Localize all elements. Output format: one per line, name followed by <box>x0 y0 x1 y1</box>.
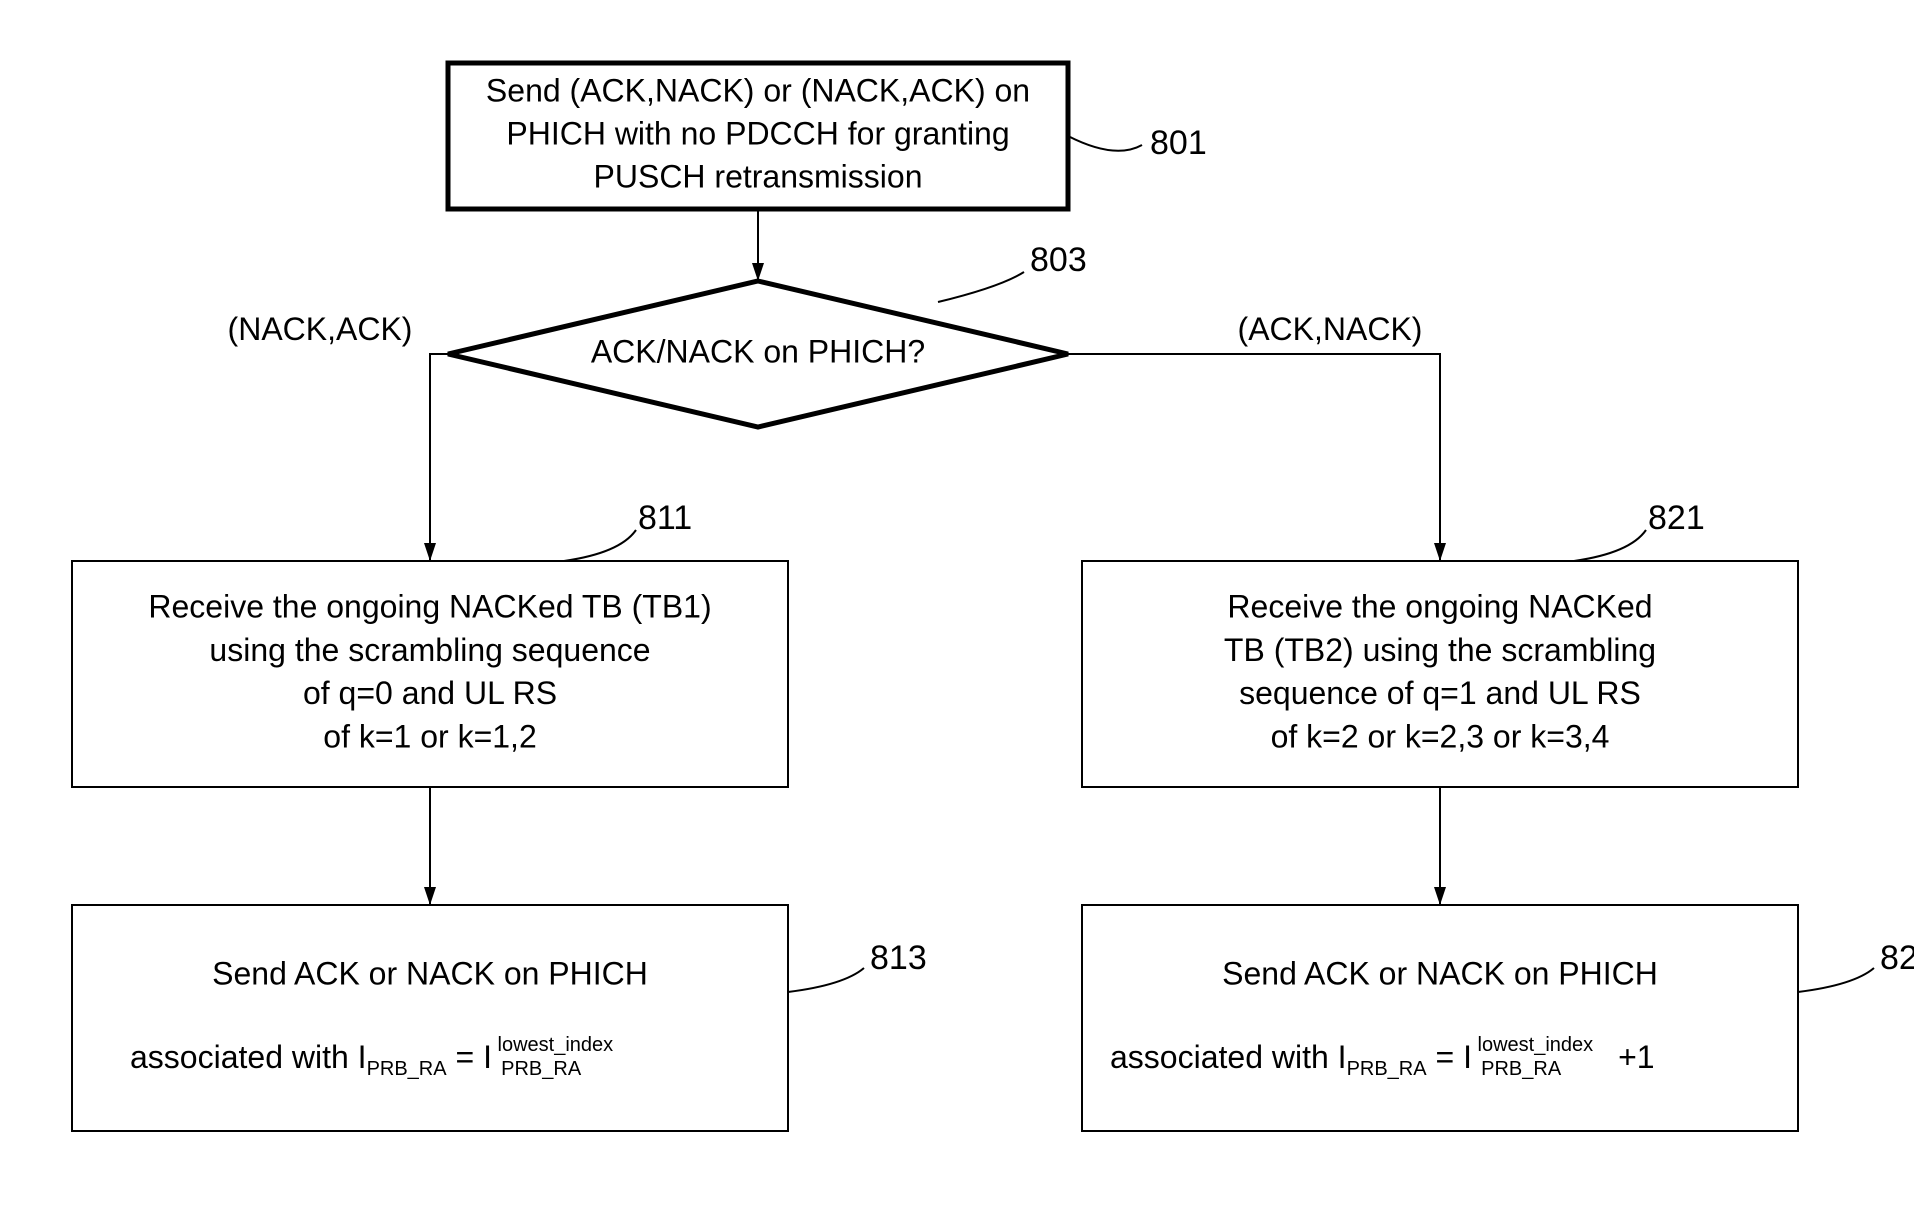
n823-refnum: 823 <box>1880 939 1914 977</box>
n823-text: Send ACK or NACK on PHICH <box>1222 955 1658 991</box>
n811-text: using the scrambling sequence <box>209 632 650 668</box>
flowchart: (NACK,ACK) (ACK,NACK) Send (ACK,NACK) or (… <box>0 0 1914 1224</box>
n811-text: of q=0 and UL RS <box>303 675 557 711</box>
n821-text: Receive the ongoing NACKed <box>1227 589 1652 625</box>
edge-label: (NACK,ACK) <box>228 311 413 347</box>
n803-refnum: 803 <box>1030 241 1087 279</box>
n811-refnum: 811 <box>638 499 692 537</box>
n801-refnum: 801 <box>1150 124 1207 162</box>
n821-refnum: 821 <box>1648 499 1705 537</box>
n801-text: PUSCH retransmission <box>594 159 923 195</box>
n813-text: Send ACK or NACK on PHICH <box>212 955 648 991</box>
n813-box <box>72 905 788 1131</box>
n813-refnum: 813 <box>870 939 927 977</box>
n821-text: of k=2 or k=2,3 or k=3,4 <box>1271 718 1610 754</box>
n811-text: of k=1 or k=1,2 <box>323 718 536 754</box>
n811-text: Receive the ongoing NACKed TB (TB1) <box>148 589 711 625</box>
n801-text: PHICH with no PDCCH for granting <box>506 115 1009 151</box>
n801-text: Send (ACK,NACK) or (NACK,ACK) on <box>486 72 1030 108</box>
n823-box <box>1082 905 1798 1131</box>
n803-text: ACK/NACK on PHICH? <box>591 333 925 369</box>
n821-text: TB (TB2) using the scrambling <box>1224 632 1656 668</box>
n821-text: sequence of q=1 and UL RS <box>1239 675 1641 711</box>
edge-label: (ACK,NACK) <box>1238 311 1423 347</box>
